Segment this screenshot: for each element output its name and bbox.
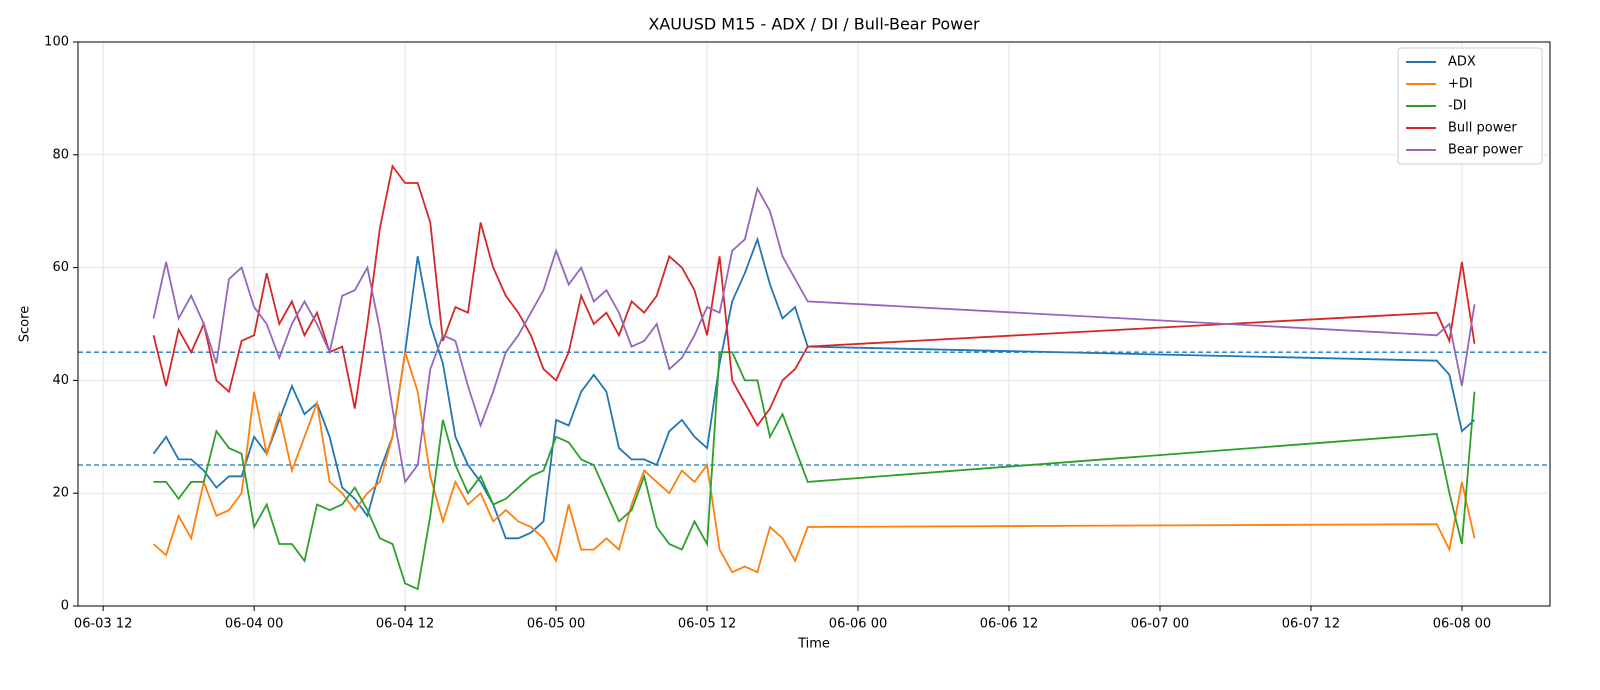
legend-box [1397, 47, 1543, 165]
x-tick-label: 06-06 12 [980, 617, 1038, 632]
x-tick-label: 06-05 00 [527, 617, 585, 632]
y-tick-label: 20 [52, 486, 69, 501]
legend-label: +DI [1448, 77, 1473, 92]
x-tick-label: 06-06 00 [829, 617, 887, 632]
series-line [152, 351, 1476, 574]
x-tick-label: 06-05 12 [678, 617, 736, 632]
legend-label: Bear power [1448, 143, 1523, 158]
y-axis-label: Score [18, 306, 33, 342]
y-tick-label: 100 [44, 35, 69, 50]
x-tick-label: 06-04 12 [376, 617, 434, 632]
series-line [152, 163, 1476, 428]
x-tick-label: 06-07 00 [1131, 617, 1189, 632]
y-tick-label: 40 [52, 373, 69, 388]
legend-label: Bull power [1448, 121, 1517, 136]
legend-label: ADX [1448, 55, 1476, 70]
chart-title: XAUUSD M15 - ADX / DI / Bull-Bear Power [648, 15, 980, 34]
x-tick-label: 06-03 12 [74, 617, 132, 632]
x-tick-label: 06-08 00 [1433, 617, 1491, 632]
y-tick-label: 0 [61, 599, 69, 614]
legend: ADX +DI -DI Bull power Bear power [1397, 47, 1543, 165]
y-tick-label: 60 [52, 260, 69, 275]
legend-label: -DI [1448, 99, 1467, 114]
x-axis-label: Time [797, 637, 830, 652]
plot-frame [77, 41, 1551, 607]
y-tick-label: 80 [52, 147, 69, 162]
x-tick-label: 06-04 00 [225, 617, 283, 632]
series-line [153, 351, 1476, 591]
series-line [152, 186, 1476, 485]
x-tick-label: 06-07 12 [1282, 617, 1340, 632]
